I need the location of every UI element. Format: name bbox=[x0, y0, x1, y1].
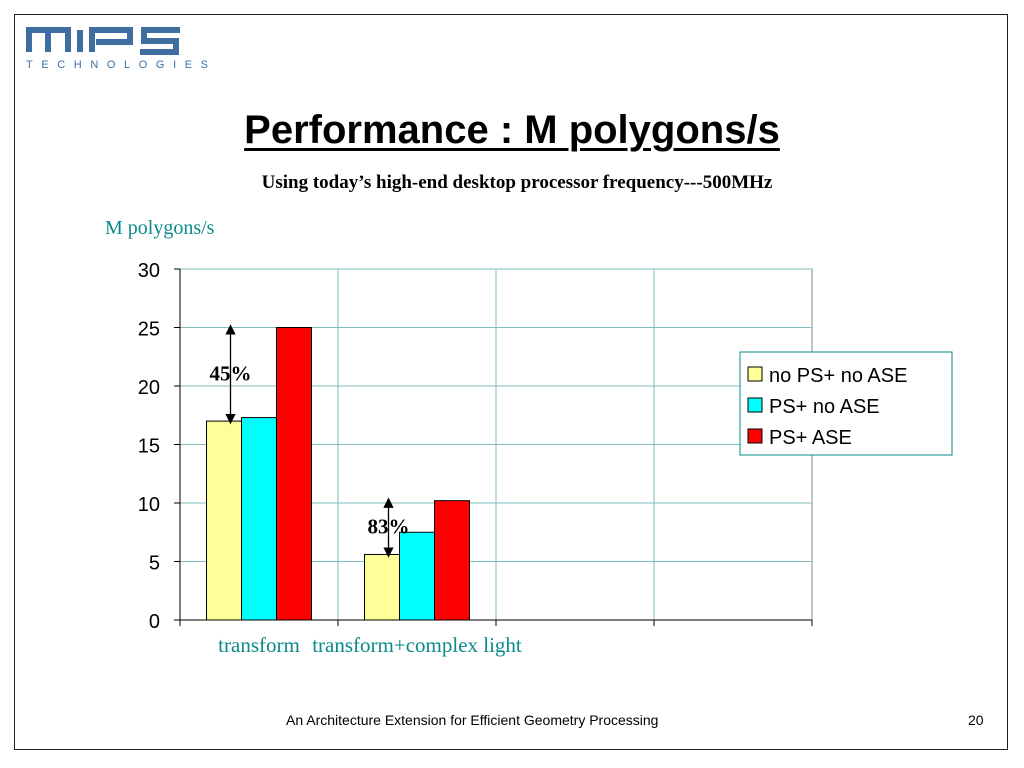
bar-ps-ase bbox=[434, 500, 470, 621]
y-tick-label: 20 bbox=[138, 377, 160, 399]
performance-bar-chart: 0 5 10 15 20 25 30 M polygons/s transform transfo… bbox=[105, 217, 953, 657]
legend-label: no PS+ no ASE bbox=[769, 365, 907, 387]
mips-logo: TECHNOLOGIES bbox=[26, 27, 210, 71]
legend-swatch bbox=[747, 397, 763, 413]
x-category-label: transform bbox=[218, 633, 300, 657]
slide-footer: An Architecture Extension for Efficient … bbox=[286, 712, 659, 728]
y-axis-label: M polygons/s bbox=[105, 217, 215, 239]
y-tick-label: 10 bbox=[138, 494, 160, 516]
bar-no-ps-no-ase bbox=[364, 553, 400, 621]
bar-ps-no-ase bbox=[399, 531, 435, 621]
bar-no-ps-no-ase bbox=[206, 420, 242, 621]
legend-swatch bbox=[747, 428, 763, 444]
slide-subtitle: Using today’s high-end desktop processor… bbox=[261, 172, 773, 193]
annotation-label: 83% bbox=[368, 515, 410, 539]
y-tick-label: 5 bbox=[149, 553, 160, 575]
legend-label: PS+ ASE bbox=[769, 427, 852, 449]
slide-frame bbox=[14, 14, 1008, 750]
bar-ps-no-ase bbox=[241, 417, 277, 621]
y-tick-label: 30 bbox=[138, 260, 160, 282]
bar-ps-ase bbox=[276, 327, 312, 621]
logo-subtext: TECHNOLOGIES bbox=[26, 59, 210, 71]
annotation-label: 45% bbox=[210, 361, 252, 385]
page-number: 20 bbox=[968, 712, 984, 728]
x-category-label: transform+complex light bbox=[312, 633, 522, 657]
y-tick-label: 0 bbox=[149, 611, 160, 633]
slide-title: Performance : M polygons/s bbox=[244, 108, 780, 152]
legend-label: PS+ no ASE bbox=[769, 396, 880, 418]
legend-box bbox=[739, 351, 953, 456]
y-tick-label: 15 bbox=[138, 436, 160, 458]
legend-swatch bbox=[747, 366, 763, 382]
y-tick-label: 25 bbox=[138, 319, 160, 341]
